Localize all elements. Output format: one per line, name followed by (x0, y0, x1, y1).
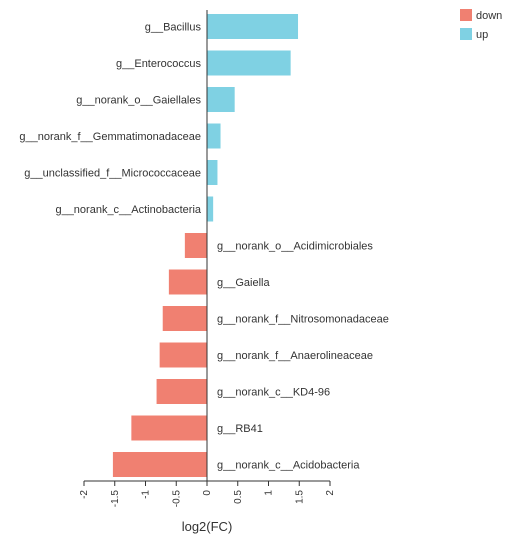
category-label-2: g__Enterococcus (116, 58, 201, 70)
bar-13 (112, 452, 207, 477)
legend-label-up: up (476, 29, 488, 41)
x-tick-label-6: 0.5 (233, 490, 244, 504)
legend: down up (460, 9, 502, 41)
category-label-6: g__norank_c__Actinobacteria (55, 204, 201, 216)
category-label-4: g__norank_f__Gemmatimonadaceae (19, 131, 201, 143)
category-label-3: g__norank_o__Gaiellales (76, 95, 201, 107)
bar-1 (207, 14, 299, 39)
x-tick-label-9: 2 (325, 490, 336, 496)
x-tick-label-3: -1 (141, 490, 152, 499)
bar-2 (207, 50, 291, 76)
legend-label-down: down (476, 10, 502, 22)
legend-swatch-down (460, 9, 472, 21)
bar-4 (207, 123, 221, 149)
bar-5 (207, 160, 218, 185)
x-tick-label-7: 1 (264, 490, 275, 496)
bar-7 (184, 233, 207, 258)
x-tick-label-2: -1.5 (110, 490, 121, 508)
category-label-7: g__norank_o__Acidimicrobiales (217, 241, 373, 253)
bar-8 (168, 269, 207, 295)
bar-11 (156, 379, 207, 404)
bar-3 (207, 87, 235, 112)
category-labels: g__Bacillus g__Enterococcus g__norank_o__G… (19, 22, 388, 472)
category-label-13: g__norank_c__Acidobacteria (217, 460, 360, 472)
category-label-5: g__unclassified_f__Micrococcaceae (24, 168, 201, 180)
bar-10 (159, 342, 207, 368)
x-axis-title: log2(FC) (182, 519, 233, 534)
bar-6 (207, 196, 214, 222)
legend-swatch-up (460, 28, 472, 40)
bars-layer (112, 14, 299, 477)
category-label-9: g__norank_f__Nitrosomonadaceae (217, 314, 389, 326)
x-tick-label-1: -2 (79, 490, 90, 499)
category-label-12: g__RB41 (217, 423, 263, 435)
category-label-11: g__norank_c__KD4-96 (217, 387, 330, 399)
bar-9 (162, 306, 207, 331)
x-tick-label-8: 1.5 (294, 490, 305, 504)
x-tick-label-5: 0 (202, 490, 213, 496)
x-axis: -2 -1.5 -1 -0.5 0 0.5 1 1.5 2 (79, 480, 336, 508)
category-label-10: g__norank_f__Anaerolineaceae (217, 350, 373, 362)
category-label-8: g__Gaiella (217, 277, 270, 289)
x-tick-label-4: -0.5 (171, 490, 182, 508)
category-label-1: g__Bacillus (145, 22, 202, 34)
bar-12 (131, 415, 207, 441)
